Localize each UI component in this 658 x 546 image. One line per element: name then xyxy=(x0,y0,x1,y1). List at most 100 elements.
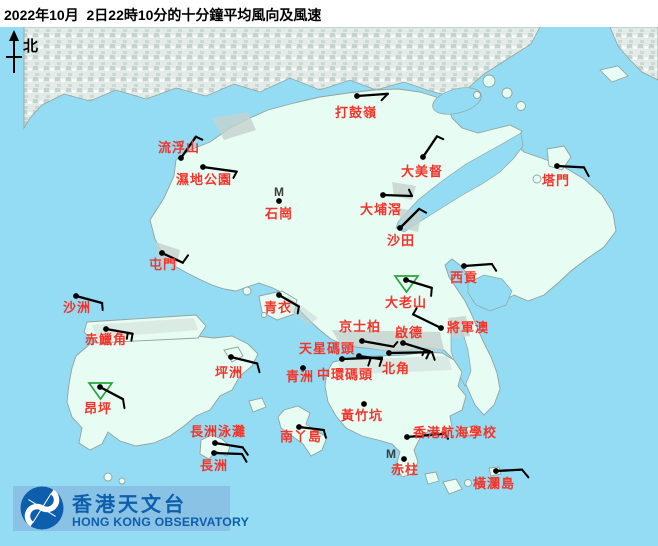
wind-barb-feather xyxy=(322,429,327,439)
station-dot xyxy=(380,192,386,198)
station-tseung-kwan-o: 將軍澳 xyxy=(411,307,488,335)
station-shek-kong: M 石崗 xyxy=(264,185,293,221)
airport-island xyxy=(83,314,207,344)
station-dot xyxy=(400,340,406,346)
north-arrow-head xyxy=(9,30,19,41)
wind-barb-shaft xyxy=(555,164,586,169)
wind-barb-shaft xyxy=(277,293,301,308)
station-label: 長洲 xyxy=(200,458,228,473)
station-waglan-island: 橫瀾島 xyxy=(473,468,530,491)
wind-barb-feather xyxy=(232,170,238,179)
tsing-yi-island xyxy=(258,290,298,321)
hei-ling-chau-island xyxy=(248,397,267,413)
station-dot xyxy=(178,155,184,161)
station-dot xyxy=(276,292,282,298)
station-dot xyxy=(73,293,79,299)
station-label: 香港航海學校 xyxy=(412,425,497,440)
soko-island-2 xyxy=(118,477,126,485)
station-dot xyxy=(359,338,365,344)
crooked-island-3 xyxy=(516,101,526,111)
wind-barb-feather xyxy=(412,307,418,316)
logo-english-name: HONG KONG OBSERVATORY xyxy=(72,515,249,529)
crooked-island-1 xyxy=(482,74,496,88)
wind-barb-feather xyxy=(122,398,126,410)
station-label: 沙田 xyxy=(387,233,415,248)
station-dot xyxy=(401,456,407,462)
logo-chinese-name: 香港天文台 xyxy=(72,492,187,516)
wind-barb-shaft xyxy=(398,207,421,230)
wind-barb-shaft xyxy=(160,251,184,264)
station-ngong-ping: 昂坪 xyxy=(84,382,126,416)
station-label: 西貢 xyxy=(450,270,478,285)
wind-barb-feather xyxy=(521,468,530,479)
station-label: 京士柏 xyxy=(339,319,381,334)
station-tuen-mun: 屯門 xyxy=(149,250,189,272)
wind-barb-shaft xyxy=(494,468,524,473)
station-label: 流浮山 xyxy=(158,140,200,155)
wind-barb-feather xyxy=(367,357,372,367)
po-toi-islands xyxy=(424,471,463,495)
station-dot xyxy=(386,350,392,356)
station-label: 赤柱 xyxy=(391,462,419,477)
maintenance-m-marker: M xyxy=(386,447,396,461)
station-dot xyxy=(438,325,444,331)
station-dot xyxy=(354,93,360,99)
station-label: 赤鱲角 xyxy=(85,332,127,347)
wind-barb-feather xyxy=(125,331,129,340)
station-dot xyxy=(276,198,282,204)
station-label: 黃竹坑 xyxy=(340,408,383,423)
wind-barb-shaft xyxy=(360,339,395,348)
station-dot xyxy=(228,354,234,360)
station-dot xyxy=(339,356,345,362)
station-sha-tin: 沙田 xyxy=(387,207,428,248)
station-label: 啟德 xyxy=(395,325,423,340)
station-peng-chau: 坪洲 xyxy=(215,354,261,380)
wind-barb-feather xyxy=(392,341,399,348)
wind-barb-feather xyxy=(583,166,590,178)
station-tap-mun: 塔門 xyxy=(542,163,590,188)
station-dot xyxy=(212,440,218,446)
ma-wan-island xyxy=(242,286,252,296)
wind-barb-feather xyxy=(430,286,433,297)
wind-barb-feather xyxy=(181,254,189,264)
wind-barb-shaft xyxy=(212,451,244,456)
wind-barb-feather xyxy=(296,305,300,315)
wind-barb-feather xyxy=(443,432,449,440)
station-lau-fau-shan: 流浮山 xyxy=(158,135,204,161)
station-label: 打鼓嶺 xyxy=(335,105,377,120)
station-dot xyxy=(420,154,426,160)
station-label: 大埔滘 xyxy=(360,202,402,217)
wind-barb-shaft xyxy=(355,92,390,98)
station-ta-kwu-ling: 打鼓嶺 xyxy=(335,92,390,120)
wind-barb-shaft xyxy=(411,313,443,330)
shenzhen-land xyxy=(23,26,541,130)
wind-barb-shaft xyxy=(404,278,433,290)
station-label: 石崗 xyxy=(264,206,293,221)
station-sha-chau: 沙洲 xyxy=(63,293,104,315)
station-dot xyxy=(461,263,467,269)
station-label: 大老山 xyxy=(385,295,427,310)
wind-barb-shaft xyxy=(462,262,494,268)
wind-barb-feather xyxy=(490,263,498,272)
station-tai-po-kau: 大埔滘 xyxy=(360,188,414,217)
station-triangle xyxy=(393,275,420,294)
station-kai-tak: 啟德 xyxy=(395,325,431,360)
wind-barb-feather xyxy=(431,351,436,361)
islands xyxy=(66,74,572,495)
north-label: 北 xyxy=(23,38,38,55)
wind-barb-shaft xyxy=(213,441,244,449)
wind-barb-feather xyxy=(418,207,428,214)
wind-barb-feather xyxy=(378,358,383,367)
wind-barb-shaft xyxy=(405,432,447,439)
wind-barb-feather xyxy=(101,302,104,311)
grass-island xyxy=(532,174,542,184)
station-dot xyxy=(361,401,367,407)
station-dot xyxy=(493,468,499,474)
wind-barb-shaft xyxy=(74,294,104,305)
po-toi-islet xyxy=(464,479,472,487)
station-lamma-island: 南丫島 xyxy=(280,424,327,444)
wind-barb-shaft xyxy=(381,193,414,198)
wind-barb-shaft xyxy=(421,135,439,159)
